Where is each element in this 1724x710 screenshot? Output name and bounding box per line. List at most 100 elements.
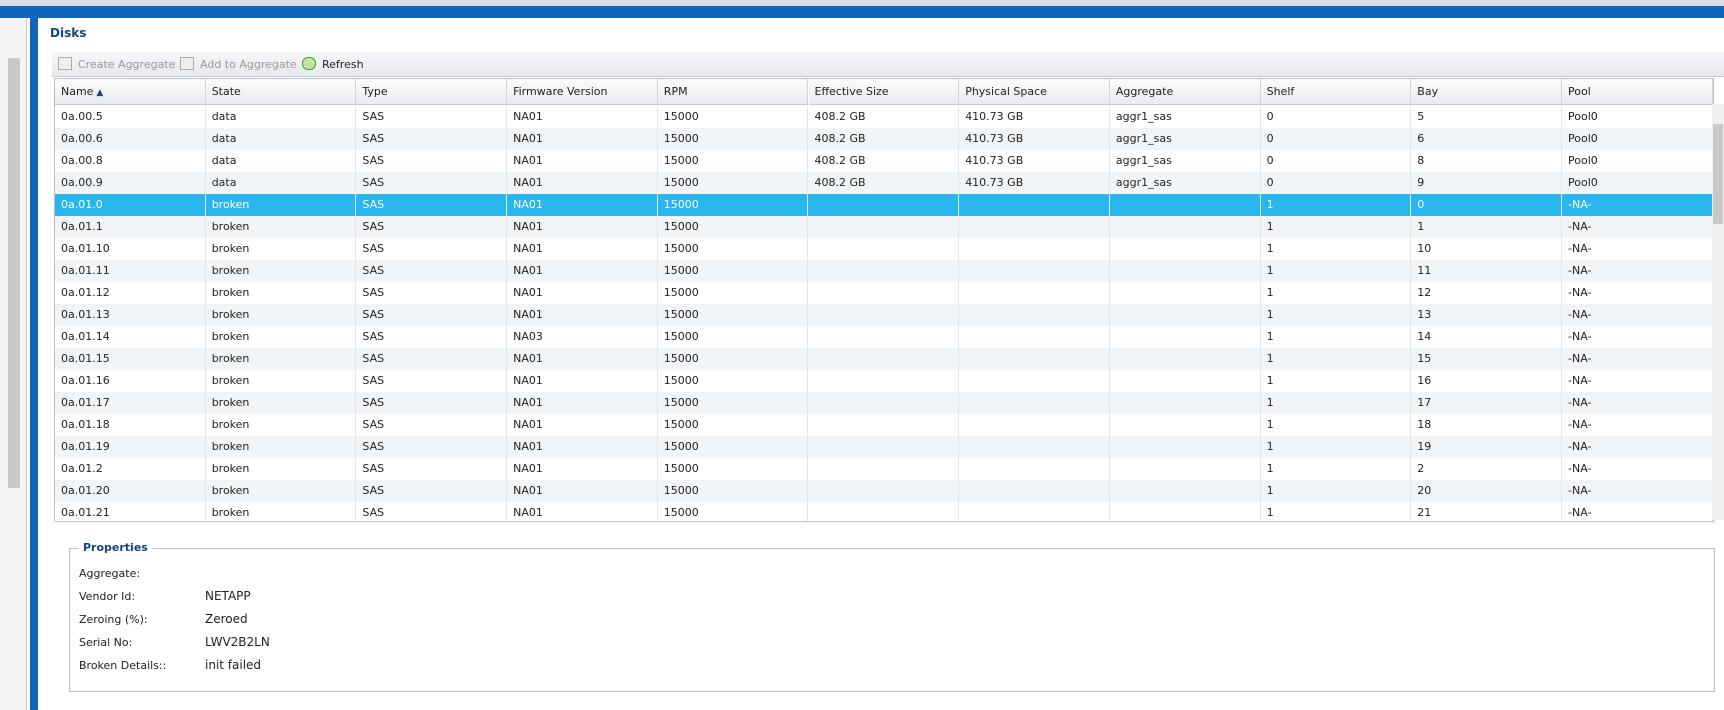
table-row[interactable]: 0a.01.19 broken SAS NA01 15000 1 19 -NA- — [55, 436, 1713, 458]
toolbar: Create Aggregate Add to Aggregate Refres… — [52, 52, 1724, 77]
table-cell: 15000 — [658, 128, 809, 150]
table-cell — [809, 282, 960, 304]
table-cell — [1110, 348, 1261, 370]
table-cell: data — [206, 172, 357, 194]
table-cell: 1 — [1261, 370, 1412, 392]
table-cell: 408.2 GB — [809, 128, 960, 150]
table-cell: 5 — [1411, 106, 1562, 128]
table-cell — [959, 238, 1110, 260]
button-label: Refresh — [322, 58, 364, 71]
table-row[interactable]: 0a.01.12 broken SAS NA01 15000 1 12 -NA- — [55, 282, 1713, 304]
table-row[interactable]: 0a.01.20 broken SAS NA01 15000 1 20 -NA- — [55, 480, 1713, 502]
table-cell: broken — [206, 194, 357, 216]
table-cell: 0a.01.0 — [55, 194, 206, 216]
table-cell: NA01 — [507, 392, 658, 414]
table-row[interactable]: 0a.01.13 broken SAS NA01 15000 1 13 -NA- — [55, 304, 1713, 326]
table-row[interactable]: 0a.01.15 broken SAS NA01 15000 1 15 -NA- — [55, 348, 1713, 370]
table-cell — [959, 304, 1110, 326]
table-row[interactable]: 0a.01.17 broken SAS NA01 15000 1 17 -NA- — [55, 392, 1713, 414]
table-cell: broken — [206, 392, 357, 414]
table-cell: 0a.00.5 — [55, 106, 206, 128]
table-cell — [1110, 260, 1261, 282]
column-header[interactable]: Aggregate — [1109, 79, 1261, 105]
table-cell: 15000 — [658, 216, 809, 238]
table-cell: SAS — [356, 414, 508, 436]
column-header[interactable]: Effective Size — [808, 79, 960, 105]
refresh-button[interactable]: Refresh — [302, 57, 364, 71]
table-cell: aggr1_sas — [1110, 128, 1261, 150]
table-cell: broken — [206, 238, 357, 260]
table-row[interactable]: 0a.00.6 data SAS NA01 15000 408.2 GB 410.73 GB… — [55, 128, 1713, 150]
table-row[interactable]: 0a.01.10 broken SAS NA01 15000 1 10 -NA- — [55, 238, 1713, 260]
table-cell: NA01 — [507, 458, 658, 480]
table-row[interactable]: 0a.00.8 data SAS NA01 15000 408.2 GB 410.73 GB… — [55, 150, 1713, 172]
column-header[interactable]: Pool — [1562, 79, 1713, 105]
table-cell: 1 — [1261, 458, 1412, 480]
table-cell — [809, 370, 960, 392]
table-cell: SAS — [356, 260, 508, 282]
table-cell — [1110, 370, 1261, 392]
table-cell: 9 — [1411, 172, 1562, 194]
table-cell: broken — [206, 502, 357, 521]
table-cell — [809, 260, 960, 282]
table-row[interactable]: 0a.01.14 broken SAS NA03 15000 1 14 -NA- — [55, 326, 1713, 348]
table-cell: 408.2 GB — [809, 172, 960, 194]
table-cell — [809, 216, 960, 238]
icon — [302, 57, 316, 70]
table-cell: 1 — [1261, 194, 1412, 216]
property-value: Zeroed — [205, 612, 248, 626]
table-cell: broken — [206, 348, 357, 370]
table-cell — [809, 304, 960, 326]
table-cell — [1110, 392, 1261, 414]
table-cell — [1110, 480, 1261, 502]
table-cell: 1 — [1261, 480, 1412, 502]
scroll-thumb[interactable] — [1713, 124, 1723, 224]
column-header[interactable]: Physical Space — [959, 79, 1110, 105]
table-cell: NA01 — [507, 304, 658, 326]
column-header[interactable]: Type — [356, 79, 508, 105]
table-cell: -NA- — [1562, 348, 1713, 370]
table-row[interactable]: 0a.01.11 broken SAS NA01 15000 1 11 -NA- — [55, 260, 1713, 282]
create-aggregate-button[interactable]: Create Aggregate — [58, 57, 175, 71]
table-cell — [959, 326, 1110, 348]
table-cell: -NA- — [1562, 238, 1713, 260]
table-row[interactable]: 0a.01.0 broken SAS NA01 15000 1 0 -NA- — [55, 194, 1713, 216]
column-header[interactable]: RPM — [657, 79, 809, 105]
table-row[interactable]: 0a.00.9 data SAS NA01 15000 408.2 GB 410.73 GB… — [55, 172, 1713, 194]
table-cell — [809, 414, 960, 436]
table-cell: 0a.00.9 — [55, 172, 206, 194]
column-header[interactable]: Shelf — [1260, 79, 1412, 105]
table-cell: -NA- — [1562, 436, 1713, 458]
column-header[interactable]: Name ▲ — [55, 79, 206, 105]
table-row[interactable]: 0a.01.21 broken SAS NA01 15000 1 21 -NA- — [55, 502, 1713, 521]
table-row[interactable]: 0a.01.16 broken SAS NA01 15000 1 16 -NA- — [55, 370, 1713, 392]
table-cell — [809, 194, 960, 216]
column-header[interactable]: Bay — [1411, 79, 1562, 105]
column-header[interactable]: Firmware Version — [507, 79, 658, 105]
table-cell: -NA- — [1562, 370, 1713, 392]
table-row[interactable]: 0a.00.5 data SAS NA01 15000 408.2 GB 410.73 GB… — [55, 106, 1713, 128]
table-row[interactable]: 0a.01.2 broken SAS NA01 15000 1 2 -NA- — [55, 458, 1713, 480]
table-cell: 6 — [1411, 128, 1562, 150]
table-cell: 21 — [1411, 502, 1562, 521]
table-cell — [809, 458, 960, 480]
sidebar-scrollbar[interactable] — [8, 58, 20, 488]
table-cell: NA01 — [507, 106, 658, 128]
add-to-aggregate-button[interactable]: Add to Aggregate — [180, 57, 297, 71]
table-cell — [959, 392, 1110, 414]
table-cell — [959, 348, 1110, 370]
table-cell: 10 — [1411, 238, 1562, 260]
column-header[interactable]: State — [205, 79, 357, 105]
table-cell: 0a.01.19 — [55, 436, 206, 458]
table-row[interactable]: 0a.01.1 broken SAS NA01 15000 1 1 -NA- — [55, 216, 1713, 238]
table-cell: 15000 — [658, 458, 809, 480]
table-cell: SAS — [356, 392, 508, 414]
table-row[interactable]: 0a.01.18 broken SAS NA01 15000 1 18 -NA- — [55, 414, 1713, 436]
table-cell: 1 — [1261, 348, 1412, 370]
table-cell — [809, 348, 960, 370]
property-label: Vendor Id: — [79, 590, 136, 603]
property-label: Broken Details:: — [79, 659, 167, 672]
icon — [180, 57, 194, 70]
table-cell: 0 — [1261, 150, 1412, 172]
table-cell — [1110, 458, 1261, 480]
